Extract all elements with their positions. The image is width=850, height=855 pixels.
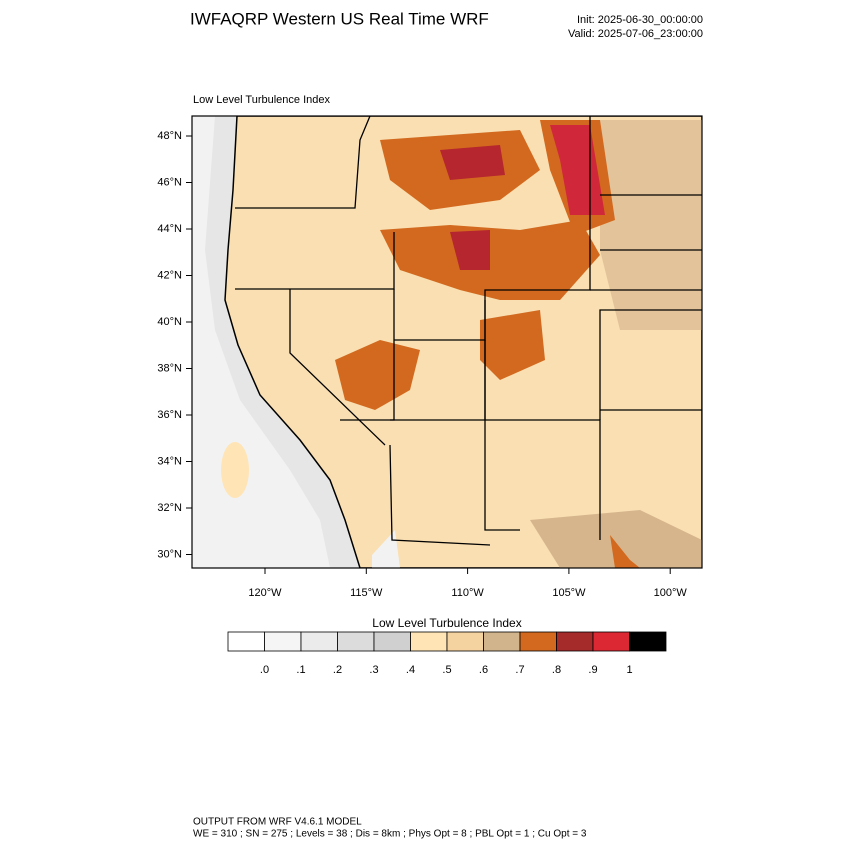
lat-label: 36°N: [157, 409, 182, 421]
high-region: [335, 340, 420, 410]
lat-label: 48°N: [157, 130, 182, 142]
colorbar-box: [519, 631, 557, 652]
colorbar-box: [483, 631, 521, 652]
colorbar-box: [264, 631, 302, 652]
lat-label: 38°N: [157, 362, 182, 374]
colorbar-label: .8: [552, 664, 561, 676]
title: IWFAQRP Western US Real Time WRF: [190, 9, 489, 28]
colorbar-box: [373, 631, 411, 652]
lat-label: 44°N: [157, 223, 182, 235]
very-high-region: [550, 125, 605, 215]
colorbar-label: .1: [296, 664, 305, 676]
lat-label: 42°N: [157, 269, 182, 281]
colorbar-box: [592, 631, 630, 652]
colorbar-label: .7: [515, 664, 524, 676]
colorbar-label: 1: [626, 664, 632, 676]
footer-line: WE = 310 ; SN = 275 ; Levels = 38 ; Dis …: [193, 829, 587, 840]
colorbar-label: .6: [479, 664, 488, 676]
colorbar-label: .0: [260, 664, 269, 676]
lat-label: 46°N: [157, 176, 182, 188]
colorbar-box: [337, 631, 375, 652]
colorbar-label: .9: [588, 664, 597, 676]
very-high-region: [440, 145, 505, 180]
colorbar-label: .4: [406, 664, 415, 676]
map-field: [192, 116, 702, 568]
lat-label: 40°N: [157, 316, 182, 328]
lon-label: 110°W: [451, 587, 484, 599]
lat-label: 34°N: [157, 455, 182, 467]
ocean-patch: [221, 442, 249, 498]
lon-label: 100°W: [654, 587, 688, 599]
colorbar-label: .2: [333, 664, 342, 676]
lon-label: 105°W: [552, 587, 586, 599]
init-time: Init: 2025-06-30_00:00:00: [577, 14, 703, 26]
colorbar-box: [556, 631, 594, 652]
map-title: Low Level Turbulence Index: [193, 94, 330, 106]
tan-region: [600, 120, 702, 330]
colorbar-label: .3: [369, 664, 378, 676]
colorbar-box: [300, 631, 338, 652]
footer-line: OUTPUT FROM WRF V4.6.1 MODEL: [193, 817, 362, 828]
colorbar-title: Low Level Turbulence Index: [372, 616, 521, 630]
lon-label: 115°W: [350, 587, 383, 599]
tan-region: [530, 510, 702, 568]
very-high-region: [450, 230, 490, 270]
colorbar-box: [227, 631, 265, 652]
state-borders: [235, 116, 702, 546]
colorbar-box: [446, 631, 484, 652]
lat-label: 32°N: [157, 502, 182, 514]
lon-label: 120°W: [248, 587, 282, 599]
colorbar-box: [410, 631, 448, 652]
high-region: [480, 310, 545, 380]
colorbar-box: [629, 631, 667, 652]
colorbar-label: .5: [442, 664, 451, 676]
lat-label: 30°N: [157, 548, 182, 560]
valid-time: Valid: 2025-07-06_23:00:00: [568, 28, 703, 40]
high-region: [610, 535, 640, 568]
map-frame: [191, 115, 703, 569]
